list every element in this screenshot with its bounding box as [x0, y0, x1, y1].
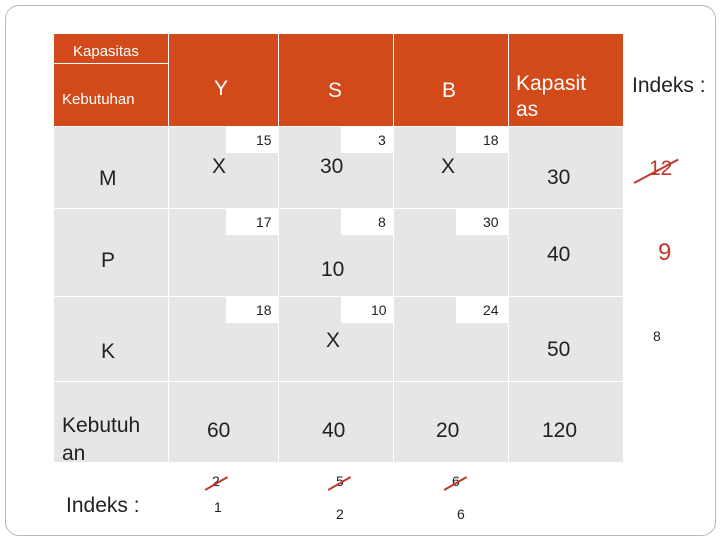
demand-value: 40	[322, 419, 346, 442]
cost-cell	[341, 296, 393, 323]
cost-value: 30	[483, 214, 499, 230]
demand-label: Kebutuh an	[62, 414, 141, 466]
row-index-value: 8	[653, 328, 661, 344]
demand-value: 60	[207, 419, 231, 442]
cost-value: 24	[483, 302, 499, 318]
cost-value: 18	[256, 302, 272, 318]
cost-value: 3	[378, 132, 386, 148]
corner-capacity-label: Kapasitas	[73, 43, 139, 60]
row-label-m: M	[99, 167, 117, 190]
row-label-k: K	[101, 340, 116, 363]
col-header-b: B	[442, 79, 457, 102]
allocation-value: 10	[321, 258, 345, 281]
row-index-header: Indeks :	[632, 74, 706, 97]
capacity-value: 30	[547, 166, 571, 189]
cost-value: 15	[256, 132, 272, 148]
row-index-value: 9	[658, 239, 672, 266]
cost-cell	[226, 296, 278, 323]
allocation-value: X	[212, 155, 227, 178]
capacity-value: 50	[547, 338, 571, 361]
corner-demand-label: Kebutuhan	[62, 91, 135, 108]
cost-value: 10	[371, 302, 387, 318]
header-corner-cell	[54, 34, 168, 126]
col-header-y: Y	[214, 77, 229, 100]
cost-value: 8	[378, 214, 386, 230]
allocation-value: X	[441, 155, 456, 178]
allocation-value: X	[326, 329, 341, 352]
table-body	[54, 126, 623, 462]
cost-cell	[341, 126, 393, 153]
slide: Kapasitas Kebutuhan Y S B Kapasit as Ind…	[5, 5, 716, 536]
capacity-value: 40	[547, 243, 571, 266]
demand-total: 120	[542, 419, 578, 442]
demand-value: 20	[436, 419, 460, 442]
col-header-s: S	[328, 79, 343, 102]
col-index-first-value: 2	[212, 473, 220, 489]
capacity-header: Kapasit as	[516, 72, 587, 122]
col-index-second-value: 2	[336, 506, 344, 522]
allocation-value: 30	[320, 155, 344, 178]
cost-cell	[226, 208, 278, 235]
col-index-second-value: 1	[214, 499, 222, 515]
cost-cell	[226, 126, 278, 153]
header-row	[168, 34, 623, 126]
cost-cell	[456, 126, 508, 153]
col-index-second-value: 6	[457, 506, 465, 522]
cost-cell	[456, 296, 508, 323]
cost-value: 17	[256, 214, 272, 230]
col-index-label: Indeks :	[66, 494, 140, 517]
row-label-p: P	[101, 249, 116, 272]
cost-cell	[456, 208, 508, 235]
cost-value: 18	[483, 132, 499, 148]
cost-cell	[341, 208, 393, 235]
